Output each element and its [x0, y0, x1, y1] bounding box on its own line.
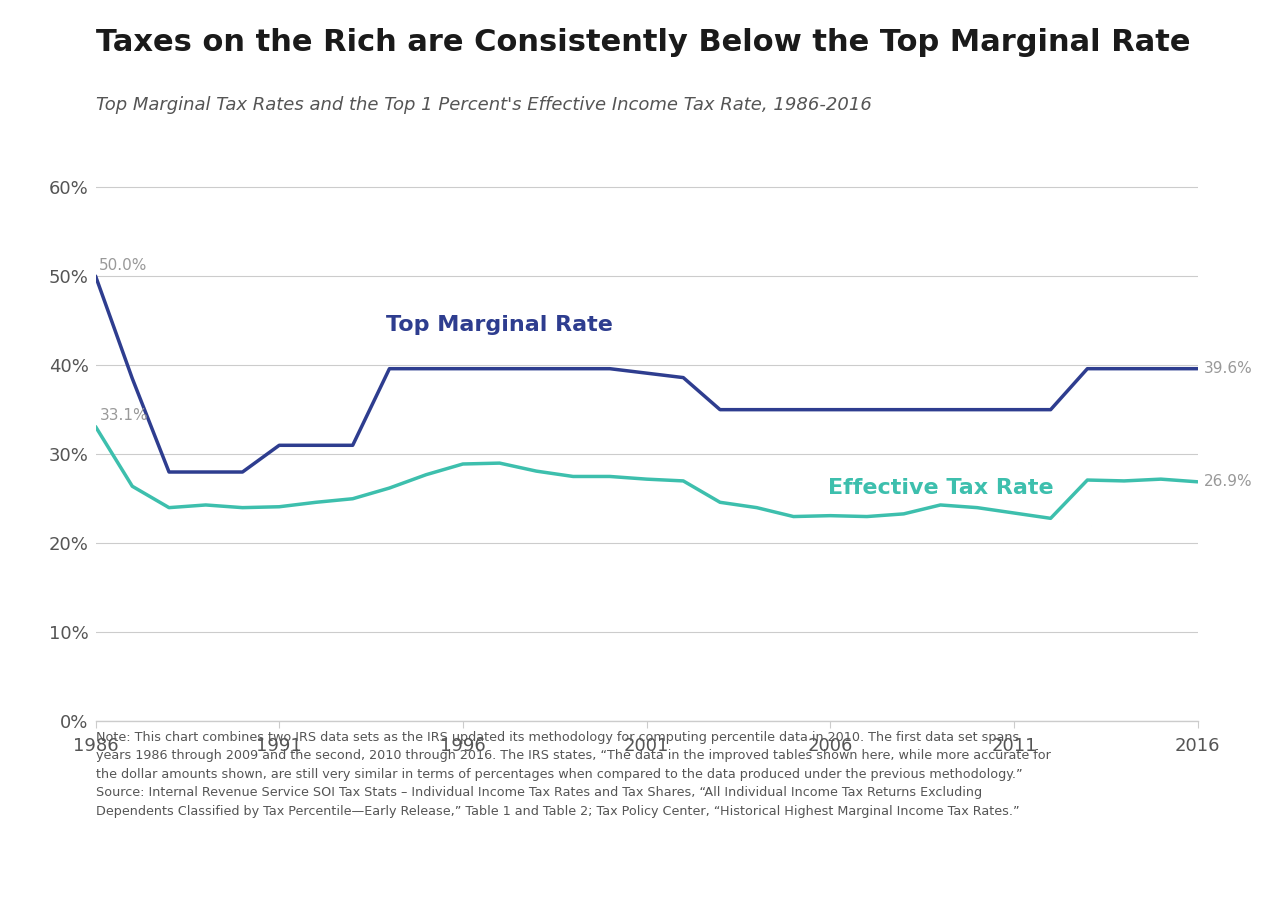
Text: Note: This chart combines two IRS data sets as the IRS updated its methodology f: Note: This chart combines two IRS data s…: [96, 731, 1051, 818]
Text: Taxes on the Rich are Consistently Below the Top Marginal Rate: Taxes on the Rich are Consistently Below…: [96, 28, 1190, 57]
Text: 39.6%: 39.6%: [1204, 361, 1252, 376]
Text: 26.9%: 26.9%: [1204, 474, 1252, 489]
Text: 50.0%: 50.0%: [99, 257, 148, 273]
Text: Top Marginal Tax Rates and the Top 1 Percent's Effective Income Tax Rate, 1986-2: Top Marginal Tax Rates and the Top 1 Per…: [96, 96, 871, 115]
Text: @TaxFoundation: @TaxFoundation: [1107, 876, 1255, 893]
Text: Top Marginal Rate: Top Marginal Rate: [386, 315, 613, 335]
Text: 33.1%: 33.1%: [99, 408, 148, 423]
Text: TAX FOUNDATION: TAX FOUNDATION: [19, 875, 225, 894]
Text: Effective Tax Rate: Effective Tax Rate: [828, 478, 1054, 498]
